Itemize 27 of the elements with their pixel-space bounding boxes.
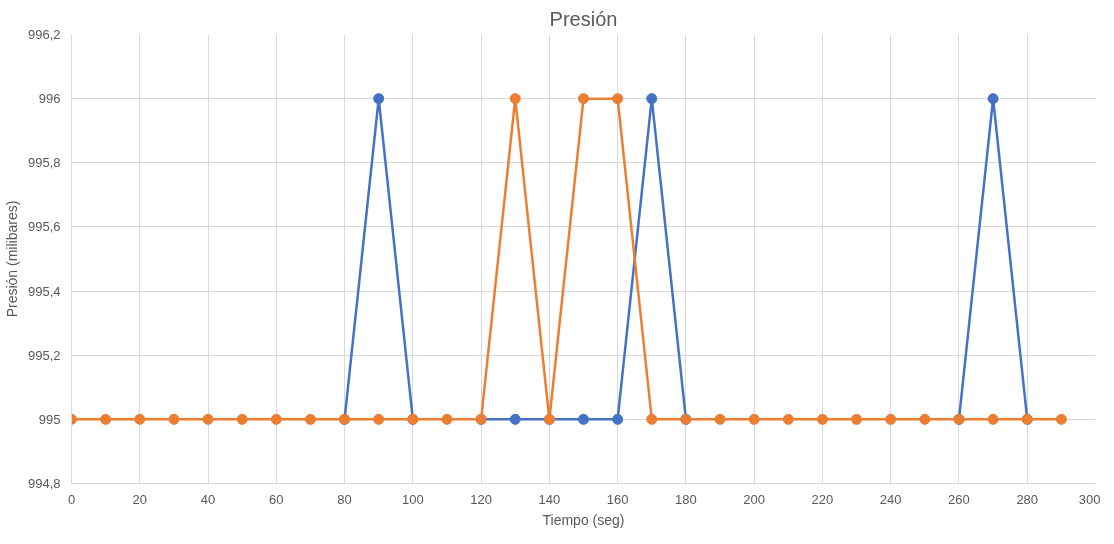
- y-tick-label: 996,2: [27, 27, 61, 42]
- x-tick-label: 100: [401, 491, 424, 507]
- y-axis-title: Presión (milibares): [3, 200, 20, 318]
- x-tick-label: 80: [337, 491, 352, 507]
- y-tick-label: 995: [38, 411, 61, 427]
- y-tick-label: 995,2: [27, 347, 61, 363]
- x-tick-label: 140: [538, 491, 561, 507]
- x-tick-label: 260: [948, 491, 970, 507]
- y-tick-label: 994,8: [27, 476, 61, 491]
- x-tick-label: 160: [606, 491, 629, 507]
- x-tick-label: 280: [1016, 491, 1039, 507]
- x-tick-label: 20: [132, 491, 148, 507]
- x-tick-label: 60: [269, 491, 284, 507]
- x-tick-label: 300: [1078, 491, 1101, 507]
- chart-title: Presión: [549, 7, 618, 30]
- y-tick-label: 995,6: [27, 219, 61, 235]
- x-tick-label: 120: [470, 491, 492, 507]
- x-tick-label: 200: [743, 491, 766, 507]
- x-tick-label: 0: [67, 491, 76, 507]
- x-tick-label: 220: [811, 491, 834, 507]
- y-tick-label: 995,4: [27, 283, 61, 299]
- x-tick-label: 40: [200, 491, 216, 507]
- x-tick-label: 180: [675, 491, 697, 507]
- x-tick-label: 240: [879, 491, 902, 507]
- y-tick-label: 996: [38, 91, 61, 107]
- y-tick-label: 995,8: [27, 155, 61, 171]
- x-axis-title: Tiempo (seg): [542, 511, 625, 528]
